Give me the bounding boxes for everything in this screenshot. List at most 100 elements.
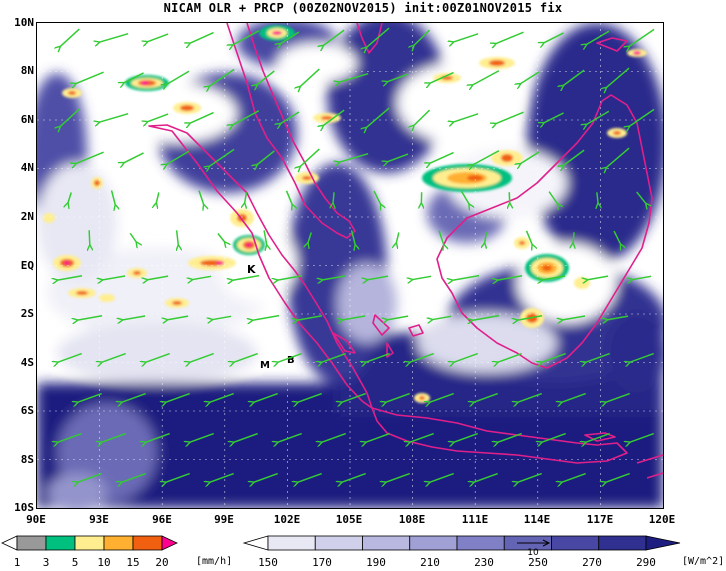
wind-arrow xyxy=(525,230,533,245)
olr-colorbar-bin xyxy=(456,535,505,551)
wind-arrow xyxy=(300,148,320,167)
precip-colorbar-right-end xyxy=(161,535,178,551)
wind-arrow xyxy=(308,232,312,244)
wind-arrow xyxy=(263,230,267,245)
lat-label-6s: 6S xyxy=(20,404,34,417)
precip-colorbar-bin xyxy=(16,535,47,551)
wind-arrow xyxy=(636,191,647,204)
olr-tick-210: 210 xyxy=(420,556,440,569)
wind-arrow xyxy=(385,472,410,483)
olr-tick-170: 170 xyxy=(312,556,332,569)
wind-arrow xyxy=(460,190,470,204)
wind-arrow xyxy=(145,432,170,443)
wind-arrow xyxy=(99,112,129,123)
wind-arrow xyxy=(472,150,500,166)
malay-peninsula-coast xyxy=(226,23,356,239)
wind-arrow xyxy=(542,275,566,280)
wind-arrow xyxy=(257,150,275,165)
wind-arrow xyxy=(367,275,389,280)
java-coast xyxy=(371,407,628,464)
wind-arrow xyxy=(167,315,189,320)
wind-arrow xyxy=(573,232,574,243)
wind-arrow xyxy=(209,68,235,86)
lat-label-4s: 4S xyxy=(20,356,34,369)
colorbars: 10 xyxy=(1,535,681,558)
lon-label-90e: 90E xyxy=(26,513,46,526)
lat-label-8s: 8S xyxy=(20,453,34,466)
wind-arrow xyxy=(432,315,452,319)
wind-arrow xyxy=(543,32,564,43)
wind-arrow xyxy=(60,108,80,127)
wind-arrow xyxy=(366,107,390,128)
wind-arrow xyxy=(189,352,214,363)
wind-arrow xyxy=(232,30,260,46)
wind-arrow xyxy=(366,27,390,48)
lon-label-120e: 120E xyxy=(648,513,676,526)
wind-arrow xyxy=(548,191,558,205)
lon-label-117e: 117E xyxy=(586,513,614,526)
wind-arrow xyxy=(57,275,83,280)
wind-arrow xyxy=(252,314,280,321)
wind-arrow xyxy=(166,70,190,84)
map-svg: K M B xyxy=(37,23,663,508)
wind-arrow xyxy=(473,472,498,483)
wind-arrow xyxy=(453,33,479,42)
wind-arrow xyxy=(209,472,234,483)
lat-label-4n: 4N xyxy=(20,161,34,174)
wind-arrow xyxy=(165,472,190,483)
wind-arrow xyxy=(57,352,82,363)
wind-arrow xyxy=(280,31,300,44)
wind-arrow xyxy=(321,432,346,443)
precip-unit: [mm/h] xyxy=(196,556,233,567)
wind-arrow xyxy=(99,32,129,43)
wind-arrow xyxy=(253,392,278,403)
wind-arrow xyxy=(413,109,431,126)
wind-arrow xyxy=(253,472,278,483)
belitung-island xyxy=(408,324,424,337)
precip-tick-15: 15 xyxy=(126,556,140,569)
wind-arrow xyxy=(68,192,72,204)
wind-arrow xyxy=(543,112,564,123)
wind-arrow xyxy=(585,352,610,363)
precip-tick-20: 20 xyxy=(155,556,169,569)
precip-colorbar-bin xyxy=(45,535,76,551)
wind-arrow xyxy=(277,352,302,363)
lat-label-2s: 2S xyxy=(20,307,34,320)
wind-arrow xyxy=(429,392,454,403)
wind-arrow xyxy=(189,432,214,443)
wind-arrow xyxy=(586,110,610,124)
wind-arrow xyxy=(77,315,103,320)
wind-arrow xyxy=(122,315,146,320)
wind-arrow xyxy=(277,432,302,443)
wind-arrow xyxy=(232,274,260,281)
olr-colorbar xyxy=(242,535,681,551)
wind-arrow xyxy=(485,232,487,243)
wind-arrow xyxy=(629,28,655,46)
olr-colorbar-left-end xyxy=(242,535,269,551)
wind-arrow xyxy=(563,69,585,86)
olr-tick-230: 230 xyxy=(474,556,494,569)
wind-arrow xyxy=(365,432,390,443)
wind-arrow xyxy=(586,30,610,44)
wind-arrow xyxy=(517,315,543,320)
wind-arrow xyxy=(277,275,303,280)
precip-colorbar-bin xyxy=(103,535,134,551)
wind-arrow xyxy=(339,72,369,83)
wind-arrow xyxy=(123,152,144,163)
wind-arrow xyxy=(198,190,204,206)
wind-arrow xyxy=(209,148,235,166)
wind-arrow xyxy=(233,352,258,363)
lon-label-111e: 111E xyxy=(461,513,489,526)
wind-arrow xyxy=(517,472,542,483)
wind-arrow xyxy=(413,29,431,46)
wind-arrow xyxy=(209,392,234,403)
wind-arrow xyxy=(323,109,345,126)
lat-label-6n: 6N xyxy=(20,113,34,126)
lat-label-2n: 2N xyxy=(20,210,34,223)
wind-arrow xyxy=(606,147,630,168)
wind-arrow xyxy=(341,392,366,403)
wind-vectors xyxy=(57,27,655,483)
precip-colorbar-bin xyxy=(74,535,105,551)
lat-label-10s: 10S xyxy=(14,501,34,514)
wind-arrow xyxy=(60,28,80,47)
